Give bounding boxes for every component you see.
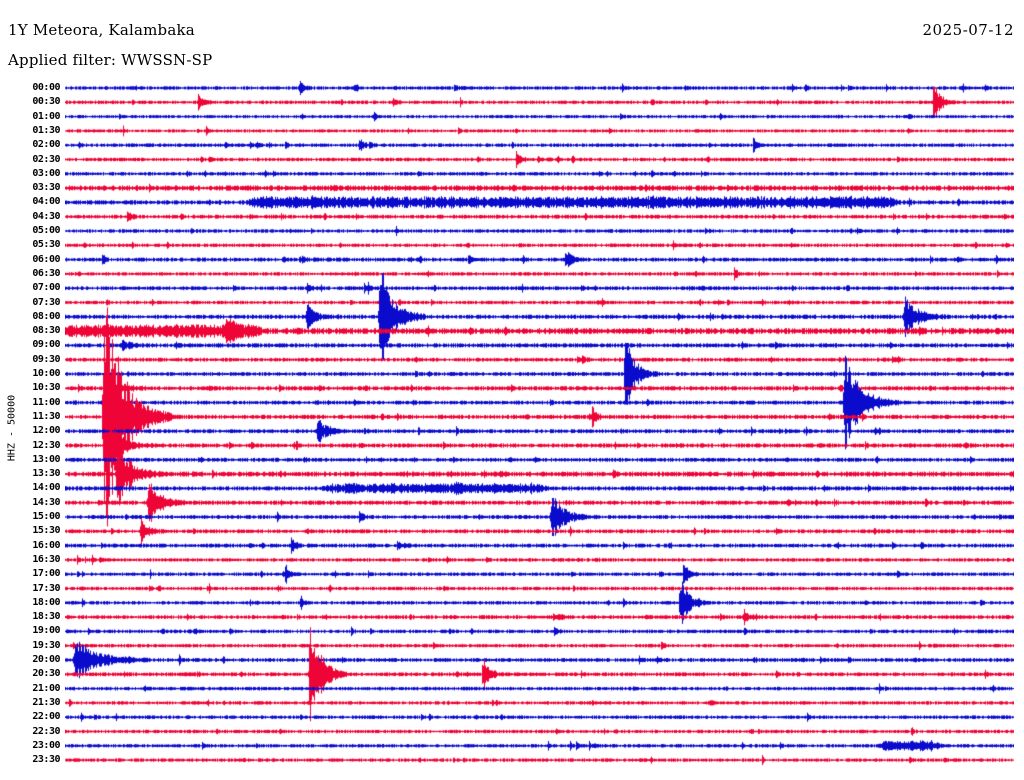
time-label: 12:30	[32, 439, 60, 451]
time-label: 01:00	[32, 110, 60, 122]
time-label: 18:00	[32, 596, 60, 608]
time-label: 10:00	[32, 368, 60, 379]
time-label: 16:00	[32, 539, 60, 551]
time-label: 12:00	[32, 425, 60, 437]
time-label: 22:30	[32, 725, 60, 737]
time-label: 11:00	[32, 396, 60, 408]
time-label: 13:30	[32, 468, 60, 480]
time-label: 13:00	[32, 453, 60, 465]
time-label: 09:00	[32, 339, 60, 351]
time-label: 22:00	[32, 711, 60, 723]
time-label: 15:00	[32, 511, 60, 522]
time-label: 06:30	[32, 267, 60, 279]
time-label: 17:00	[32, 568, 60, 580]
time-label: 05:00	[32, 225, 60, 236]
time-label: 15:30	[32, 525, 60, 537]
time-label: 02:00	[32, 139, 60, 151]
time-label: 14:00	[32, 482, 60, 494]
time-label: 08:00	[32, 310, 60, 322]
time-label: 10:30	[32, 382, 60, 394]
time-label: 00:30	[32, 96, 60, 108]
time-label: 08:30	[32, 325, 60, 337]
helicorder-canvas	[65, 60, 1014, 772]
time-label: 00:00	[32, 82, 60, 93]
time-label: 06:00	[32, 253, 60, 265]
record-date: 2025-07-12	[922, 21, 1014, 39]
time-label: 17:30	[32, 582, 60, 594]
time-label: 18:30	[32, 611, 60, 623]
time-label: 09:30	[32, 353, 60, 365]
time-label: 04:30	[32, 210, 60, 222]
time-label: 07:30	[32, 296, 60, 308]
time-label: 11:30	[32, 410, 60, 422]
station-title: 1Y Meteora, Kalambaka	[8, 21, 195, 39]
time-label: 01:30	[32, 124, 60, 136]
time-label: 05:30	[32, 239, 60, 251]
time-label: 20:30	[32, 668, 60, 680]
time-label: 03:00	[32, 167, 60, 179]
time-label: 23:00	[32, 739, 60, 751]
time-label: 19:00	[32, 625, 60, 637]
time-label: 16:30	[32, 553, 60, 565]
time-label: 23:30	[32, 754, 60, 766]
time-label: 21:00	[32, 682, 60, 694]
time-label: 14:30	[32, 496, 60, 508]
time-label: 21:30	[32, 696, 60, 708]
time-label: 02:30	[32, 153, 60, 165]
time-label: 07:00	[32, 282, 60, 294]
time-label: 04:00	[32, 196, 60, 208]
time-label: 03:30	[32, 182, 60, 194]
time-label: 19:30	[32, 639, 60, 651]
time-label: 20:00	[32, 654, 60, 665]
